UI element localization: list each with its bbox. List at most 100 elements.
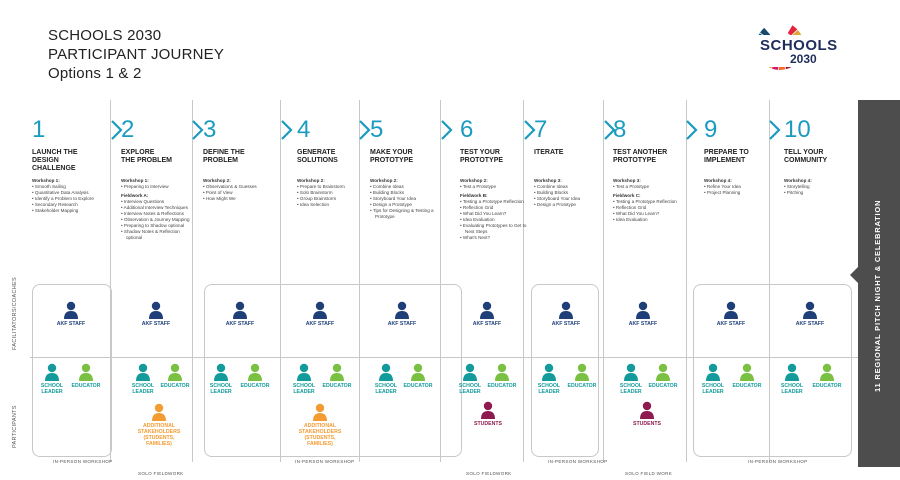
stage-name: PREPARE TO IMPLEMENT (704, 149, 776, 165)
bottom-label-in-person: IN-PERSON WORKSHOP (548, 459, 608, 464)
activity-heading: Fieldwork A: (121, 193, 149, 198)
stage-number: 1 (32, 116, 46, 143)
educator-icon-label: EDUCATOR (235, 383, 275, 389)
stage-name-line: COMMUNITY (784, 157, 828, 164)
stage-name-line: DEFINE THE (203, 149, 245, 156)
stage-name-line: SOLUTIONS (297, 157, 338, 164)
stakeholder-text: FAMILIES) (146, 441, 172, 447)
educator-icon-figure (819, 363, 835, 381)
student-icon-figure (480, 401, 496, 419)
stage-name: TELL YOUR COMMUNITY (784, 149, 856, 165)
leader-text: LEADER (538, 389, 560, 395)
stage-activities: Workshop 3:Test a Prototype Fieldwork C:T… (613, 178, 689, 223)
schools-2030-logo: SCHOOLS 2030 (742, 16, 842, 78)
activity-heading: Workshop 3: (613, 178, 641, 183)
staff-icon (636, 301, 650, 319)
school-leader-icon-figure (296, 363, 312, 381)
staff-text: AKF STAFF (628, 321, 658, 327)
stakeholder-icon-figure (151, 403, 167, 421)
school-leader-icon-label: SCHOOL LEADER (35, 383, 69, 395)
staff-icon-figure (558, 301, 574, 319)
stage-name-line: TELL YOUR (784, 149, 824, 156)
school-leader-icon (463, 363, 477, 381)
educator-icon-figure (410, 363, 426, 381)
chevron-right-icon (604, 120, 616, 140)
bottom-label-solo: SOLO FIELDWORK (138, 471, 184, 476)
leader-text: LEADER (210, 389, 232, 395)
title-line-2: PARTICIPANT JOURNEY (48, 46, 225, 63)
staff-icon-figure (148, 301, 164, 319)
stage-activities: Workshop 3:Combine IdeasBuilding BlocksS… (534, 178, 610, 208)
leader-text: LEADER (781, 389, 803, 395)
school-leader-icon (624, 363, 638, 381)
student-icon-figure (639, 401, 655, 419)
stage-name-line: PREPARE TO (704, 149, 749, 156)
staff-icon-label: AKF STAFF (382, 321, 422, 327)
staff-text: AKF STAFF (795, 321, 825, 327)
leader-text: SCHOOL (374, 383, 398, 389)
school-leader-icon-figure (784, 363, 800, 381)
staff-icon-figure (312, 301, 328, 319)
activity-item: Interview Notes & Reflections (121, 211, 197, 217)
educator-icon (411, 363, 425, 381)
leader-text: SCHOOL (619, 383, 643, 389)
activity-item: What Did You Learn? (460, 211, 536, 217)
staff-icon (313, 301, 327, 319)
educator-icon (248, 363, 262, 381)
educator-icon-figure (494, 363, 510, 381)
leader-text: LEADER (459, 389, 481, 395)
staff-text: AKF STAFF (305, 321, 335, 327)
activity-item: Preparing to Shadow optional (121, 223, 197, 229)
educator-icon-label: EDUCATOR (727, 383, 767, 389)
activity-item: Shadow Notes & Reflection optional (121, 229, 197, 241)
school-leader-icon-label: SCHOOL LEADER (287, 383, 321, 395)
staff-icon-figure (63, 301, 79, 319)
activity-heading: Fieldwork C: (613, 193, 641, 198)
staff-icon (480, 301, 494, 319)
activity-item: Stakeholder Mapping (32, 208, 108, 214)
stakeholder-icon-label: ADDITIONAL STAKEHOLDERS (STUDENTS, FAMILIES… (295, 423, 345, 447)
educator-icon-label: EDUCATOR (66, 383, 106, 389)
stage-name: TEST YOUR PROTOTYPE (460, 149, 532, 165)
school-leader-icon-label: SCHOOL LEADER (453, 383, 487, 395)
stage-number: 6 (460, 116, 474, 143)
stage-activities: Workshop 2:Prepare to BrainstormSolo Bra… (297, 178, 373, 208)
activity-item: Project Planning (704, 190, 780, 196)
workshop-box (693, 284, 852, 457)
staff-icon-figure (232, 301, 248, 319)
staff-icon-label: AKF STAFF (51, 321, 91, 327)
stage-name-line: PROTOTYPE (613, 157, 657, 164)
leader-text: LEADER (132, 389, 154, 395)
staff-icon (724, 301, 738, 319)
activity-item: Evaluating Prototypes to Get to Next Ste… (460, 223, 536, 235)
student-icon (640, 401, 654, 419)
stage-name-line: ITERATE (534, 149, 564, 156)
activity-item: Design a Prototype (534, 202, 610, 208)
stage-activities: Workshop 4:StorytellingPitching (784, 178, 860, 196)
staff-icon (149, 301, 163, 319)
educator-text: EDUCATOR (812, 383, 842, 389)
bottom-label-in-person: IN-PERSON WORKSHOP (53, 459, 113, 464)
staff-icon-label: AKF STAFF (136, 321, 176, 327)
column-divider (686, 100, 687, 462)
students-text: STUDENTS (633, 421, 661, 427)
column-divider (280, 100, 281, 462)
staff-icon-label: AKF STAFF (711, 321, 751, 327)
stage-name-line: MAKE YOUR (370, 149, 413, 156)
stage-name-line: PROTOTYPE (460, 157, 504, 164)
stage-activities: Workshop 2:Observations & GuessesPoint o… (203, 178, 279, 202)
stage-name: EXPLORE THE PROBLEM (121, 149, 193, 165)
school-leader-icon (45, 363, 59, 381)
educator-icon-label: EDUCATOR (398, 383, 438, 389)
row-divider (30, 357, 858, 358)
activity-item: Test a Prototype (460, 184, 536, 190)
stage-name-line: DESIGN CHALLENGE (32, 157, 76, 172)
stage-name: ITERATE (534, 149, 606, 157)
leader-text: LEADER (375, 389, 397, 395)
workshop-box (32, 284, 112, 457)
stage-activities: Workshop 2:Test a Prototype Fieldwork B:T… (460, 178, 536, 241)
educator-text: EDUCATOR (732, 383, 762, 389)
student-icon-label: STUDENTS (627, 421, 667, 427)
educator-icon-label: EDUCATOR (482, 383, 522, 389)
stage-number: 4 (297, 116, 311, 143)
